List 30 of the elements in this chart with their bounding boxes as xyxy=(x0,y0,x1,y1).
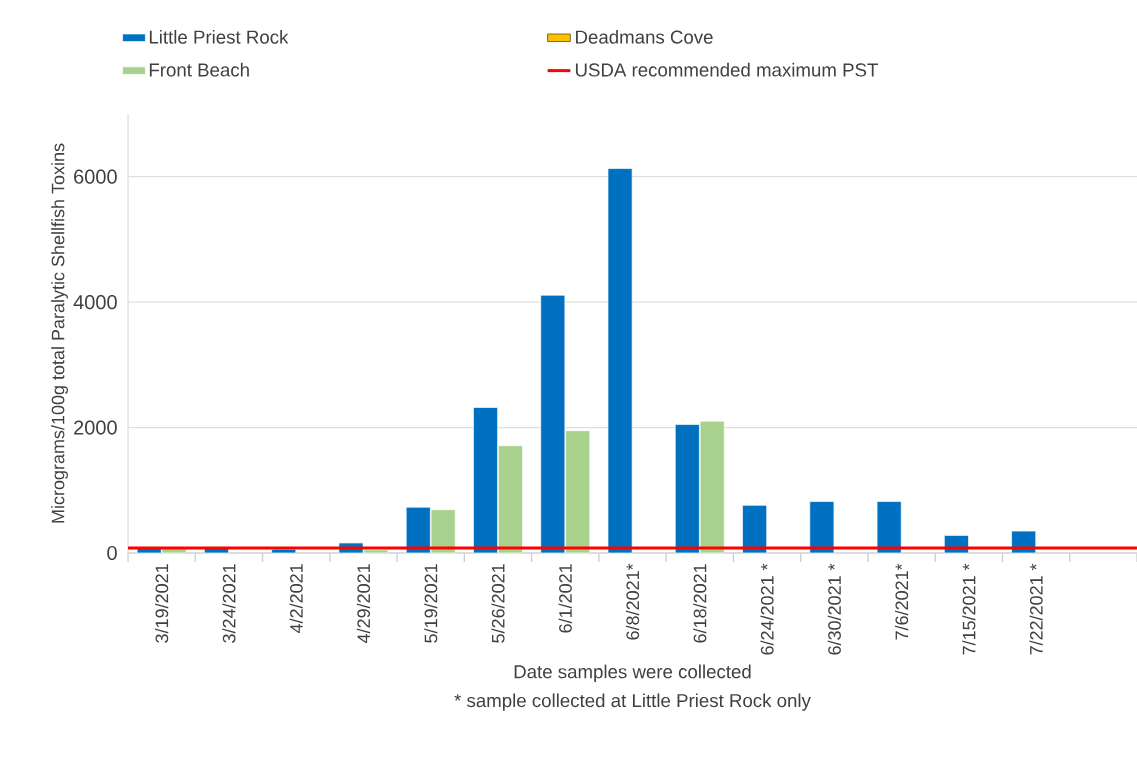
x-tick-label: 6/24/2021 * xyxy=(760,563,774,655)
y-tick-label: 4000 xyxy=(73,295,117,310)
x-tick-label: 7/22/2021 * xyxy=(1029,563,1043,655)
bar xyxy=(607,168,633,554)
x-tick-label: 7/15/2021 * xyxy=(962,563,976,655)
legend-label: Front Beach xyxy=(149,62,249,77)
x-tick-label: 3/19/2021 xyxy=(155,564,169,643)
y-tick-label: 6000 xyxy=(74,169,117,184)
text: * sample collected at Little Priest Rock only xyxy=(454,693,811,711)
x-axis-title: Date samples were collected xyxy=(514,664,751,683)
x-tick-label: 4/2/2021 xyxy=(289,564,303,634)
y-tick-label: 2000 xyxy=(74,420,117,435)
y-tick-label: 0 xyxy=(107,545,117,561)
bar xyxy=(809,501,835,554)
x-tick-label: 4/29/2021 xyxy=(356,564,371,644)
bar xyxy=(271,548,297,554)
legend-label: USDA recommended maximum PST xyxy=(575,62,878,77)
x-tick-label: 6/18/2021 xyxy=(693,564,707,643)
legend-label: Deadmans Cove xyxy=(576,30,713,44)
x-tick-label: 5/26/2021 xyxy=(491,564,505,643)
bar xyxy=(742,504,768,554)
bar xyxy=(876,501,902,554)
x-tick-label: 6/30/2021 * xyxy=(827,563,841,655)
x-tick-label: 5/19/2021 xyxy=(424,564,438,643)
x-tick-label: 7/6/2021* xyxy=(894,563,909,640)
x-tick-label: 6/1/2021 xyxy=(558,564,572,633)
legend-label: Little Priest Rock xyxy=(149,30,289,44)
x-tick-label: 6/8/2021* xyxy=(625,563,640,640)
y-axis-title: Micrograms/100g total Paralytic Shellfish Toxins xyxy=(51,143,68,523)
x-tick-label: 3/24/2021 xyxy=(222,564,236,643)
